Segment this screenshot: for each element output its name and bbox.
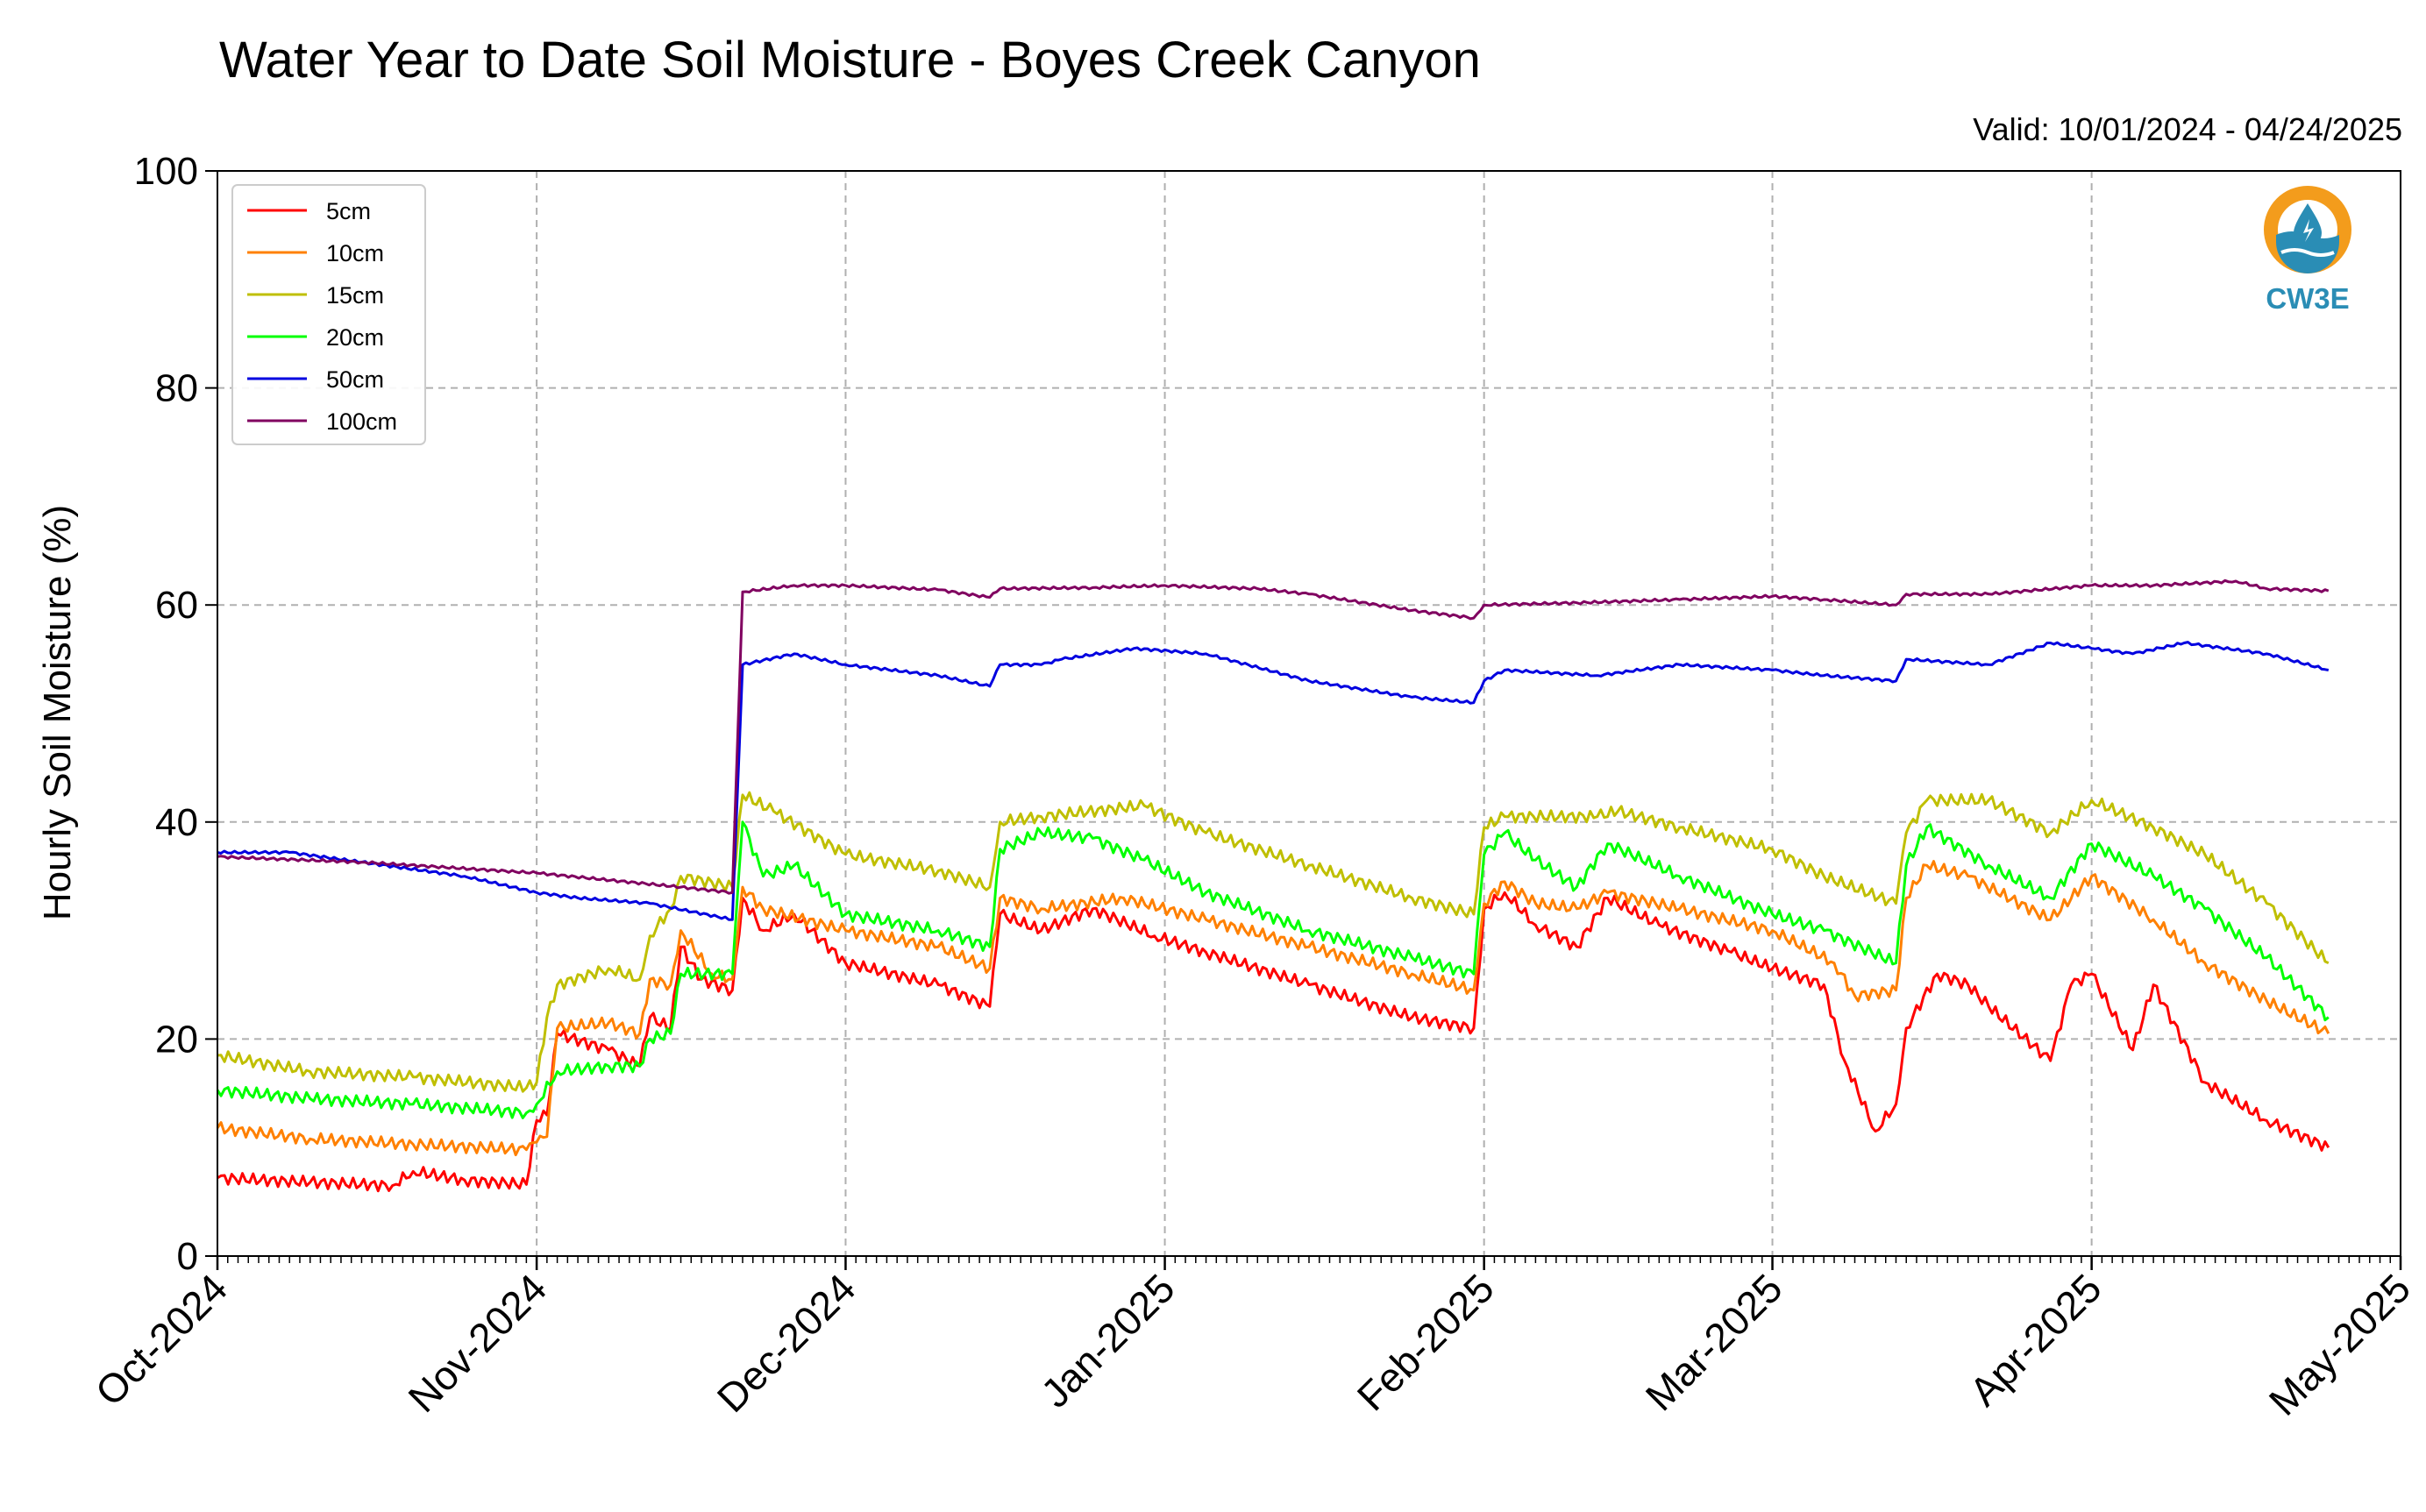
y-tick-label: 20 [155,1018,198,1061]
y-tick-label: 80 [155,367,198,410]
grid-lines [217,171,2401,1256]
x-tick-label: Apr-2025 [1960,1265,2110,1415]
y-tick-label: 40 [155,801,198,844]
series-line-15cm [217,791,2330,1093]
series-line-100cm [217,579,2330,895]
axis-ticks: 0 20 40 60 80 100 Oct-2024 Nov-2024 Dec-2024 Jan-… [87,150,2420,1424]
water-drop-logo-icon [2264,186,2351,273]
legend-label-10cm: 10cm [326,240,384,266]
x-tick-label: Dec-2024 [708,1265,864,1421]
legend-label-50cm: 50cm [326,366,384,393]
legend-label-100cm: 100cm [326,408,397,435]
legend-label-5cm: 5cm [326,198,371,224]
y-axis-label: Hourly Soil Moisture (%) [36,505,79,920]
legend: 5cm 10cm 15cm 20cm 50cm 100cm [231,184,426,445]
series-lines [216,579,2330,1193]
series-line-10cm [216,860,2330,1157]
y-tick-label: 100 [134,150,198,193]
valid-date-range: Valid: 10/01/2024 - 04/24/2025 [1973,111,2402,147]
y-tick-label: 0 [177,1235,198,1278]
logo-label: CW3E [2266,282,2349,315]
x-tick-label: Mar-2025 [1637,1265,1791,1419]
y-tick-label: 60 [155,584,198,627]
cw3e-logo: CW3E [2264,186,2351,315]
chart-title: Water Year to Date Soil Moisture - Boyes… [219,32,1481,89]
x-tick-label: Feb-2025 [1348,1265,1503,1419]
x-tick-label: Jan-2025 [1032,1265,1183,1416]
series-line-50cm [217,641,2330,921]
x-tick-label: Nov-2024 [399,1265,555,1421]
series-line-5cm [217,891,2330,1193]
legend-label-15cm: 15cm [326,282,384,309]
x-tick-label: Oct-2024 [87,1265,237,1415]
x-tick-label: May-2025 [2260,1265,2419,1423]
series-line-20cm [216,820,2330,1119]
legend-label-20cm: 20cm [326,324,384,351]
